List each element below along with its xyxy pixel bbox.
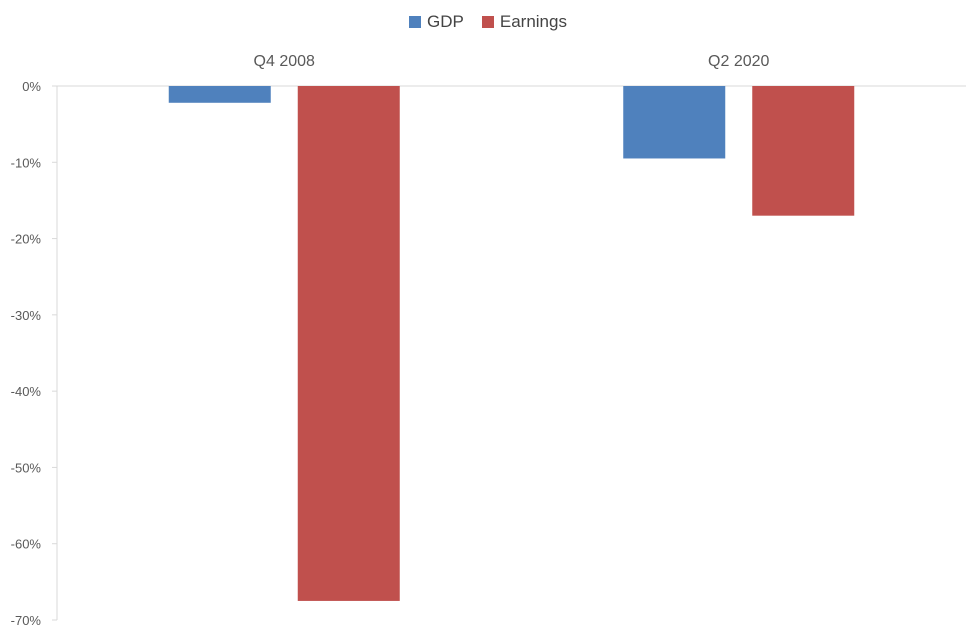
bar-gdp-q2-2020 (623, 86, 726, 159)
legend: GDP Earnings (0, 12, 976, 32)
y-tick-label: -10% (11, 155, 42, 170)
legend-item-earnings: Earnings (481, 12, 567, 32)
y-tick-label: -20% (11, 232, 42, 247)
y-tick-label: -60% (11, 537, 42, 552)
y-tick-label: 0% (22, 79, 41, 94)
bar-earnings-q4-2008 (297, 86, 400, 601)
legend-swatch-earnings (481, 16, 494, 28)
legend-swatch-gdp (409, 16, 422, 28)
bar-gdp-q4-2008 (168, 86, 271, 103)
y-tick-label: -40% (11, 384, 42, 399)
category-label: Q2 2020 (708, 53, 769, 70)
legend-label-earnings: Earnings (499, 12, 567, 31)
y-tick-label: -30% (11, 308, 42, 323)
legend-item-gdp: GDP (409, 12, 464, 32)
bar-earnings-q2-2020 (752, 86, 855, 216)
category-label: Q4 2008 (254, 53, 315, 70)
y-tick-label: -70% (11, 613, 42, 628)
y-tick-label: -50% (11, 460, 42, 475)
legend-label-gdp: GDP (427, 12, 464, 31)
